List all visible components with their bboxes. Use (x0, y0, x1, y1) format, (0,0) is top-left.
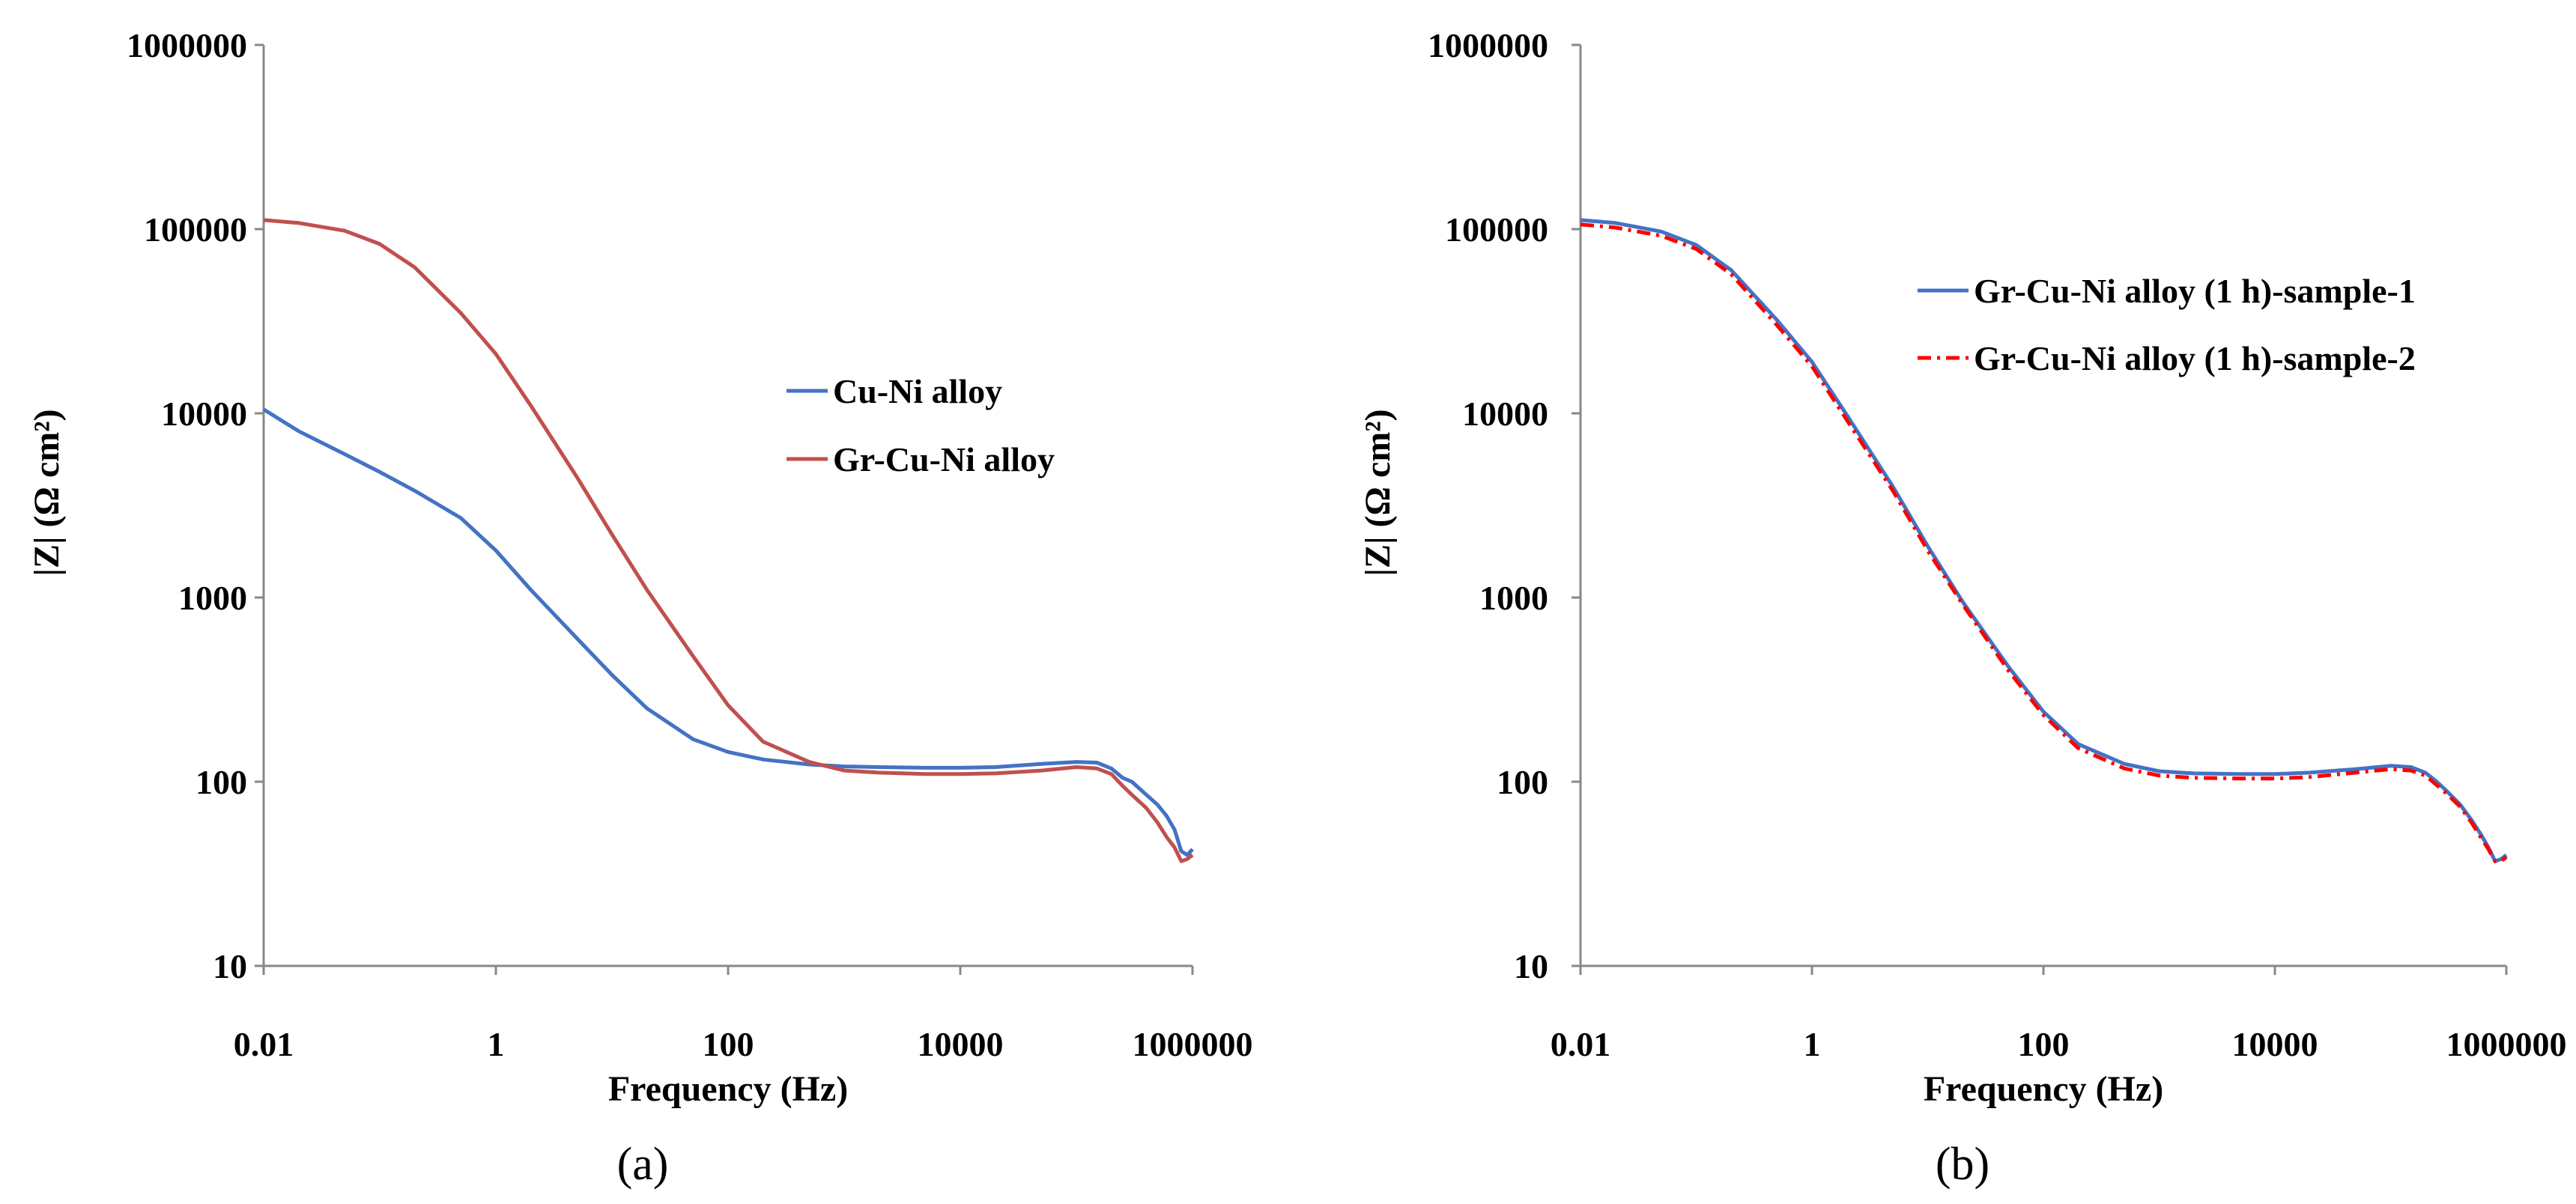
panel-a-y-tick-labels: 10 100 1000 10000 100000 1000000 (127, 26, 247, 985)
legend-label: Gr-Cu-Ni alloy (833, 440, 1055, 478)
y-tick-label: 10 (213, 947, 247, 985)
legend-label: Cu-Ni alloy (833, 372, 1002, 410)
series-line-cu-ni-alloy (262, 407, 1194, 857)
y-tick-label: 100000 (1445, 210, 1548, 249)
legend-label: Gr-Cu-Ni alloy (1 h)-sample-1 (1974, 272, 2416, 310)
y-tick-label: 1000000 (127, 26, 247, 64)
y-tick-label: 100000 (144, 210, 247, 249)
panel-a-plot (255, 43, 1194, 975)
panel-a-x-tick-marks (262, 966, 1194, 975)
panel-b: 10 100 1000 10000 100000 1000000 0.01 1 … (1358, 26, 2567, 1190)
panel-b-y-tick-marks (1572, 43, 1581, 967)
legend-entry: Gr-Cu-Ni alloy (787, 440, 1055, 478)
panel-a-legend: Cu-Ni alloy Gr-Cu-Ni alloy (787, 372, 1055, 478)
x-tick-label: 10000 (2232, 1025, 2318, 1063)
y-tick-label: 100 (196, 763, 247, 801)
y-tick-label: 10000 (1462, 395, 1548, 433)
panel-b-legend: Gr-Cu-Ni alloy (1 h)-sample-1 Gr-Cu-Ni a… (1918, 272, 2416, 377)
y-tick-label: 1000 (1479, 579, 1548, 617)
panel-b-x-tick-labels: 0.01 1 100 10000 1000000 (1551, 1025, 2567, 1063)
x-tick-label: 100 (2018, 1025, 2070, 1063)
x-tick-label: 1 (488, 1025, 505, 1063)
panel-a-y-tick-marks (255, 43, 264, 967)
y-tick-label: 1000 (178, 579, 247, 617)
series-line-gr-cu-ni-alloy-1-h-sample-1 (1580, 218, 2508, 863)
panel-b-y-tick-labels: 10 100 1000 10000 100000 1000000 (1428, 26, 1548, 985)
panel-b-label: (b) (1936, 1139, 1989, 1190)
y-tick-label: 100 (1497, 763, 1548, 801)
series-line-gr-cu-ni-alloy-1-h-sample-2 (1580, 222, 2508, 863)
panel-b-y-axis-title: |Z| (Ω cm²) (1358, 409, 1398, 576)
y-tick-label: 1000000 (1428, 26, 1548, 64)
legend-label: Gr-Cu-Ni alloy (1 h)-sample-2 (1974, 339, 2416, 377)
panel-b-x-axis-title: Frequency (Hz) (1924, 1069, 2163, 1109)
legend-entry: Cu-Ni alloy (787, 372, 1002, 410)
series-line-gr-cu-ni-alloy (263, 218, 1194, 863)
x-tick-label: 1 (1804, 1025, 1821, 1063)
x-tick-label: 1000000 (1133, 1025, 1253, 1063)
legend-entry: Gr-Cu-Ni alloy (1 h)-sample-2 (1918, 339, 2416, 377)
y-tick-label: 10000 (161, 395, 247, 433)
legend-entry: Gr-Cu-Ni alloy (1 h)-sample-1 (1918, 272, 2416, 310)
panel-a-label: (a) (617, 1139, 669, 1190)
panel-b-plot (1572, 43, 2508, 975)
x-tick-label: 0.01 (234, 1025, 294, 1063)
x-tick-label: 1000000 (2446, 1025, 2567, 1063)
panel-a-x-axis-title: Frequency (Hz) (608, 1069, 848, 1109)
x-tick-label: 0.01 (1551, 1025, 1611, 1063)
panel-a-x-tick-labels: 0.01 1 100 10000 1000000 (234, 1025, 1253, 1063)
panel-a: 10 100 1000 10000 100000 1000000 0.01 1 … (27, 26, 1253, 1190)
panel-a-y-axis-title: |Z| (Ω cm²) (27, 409, 67, 576)
panel-a-series-layer (262, 218, 1194, 863)
panel-b-x-tick-marks (1579, 966, 2508, 975)
x-tick-label: 100 (703, 1025, 754, 1063)
y-tick-label: 10 (1514, 947, 1548, 985)
x-tick-label: 10000 (918, 1025, 1004, 1063)
panel-b-series-layer (1580, 218, 2508, 863)
